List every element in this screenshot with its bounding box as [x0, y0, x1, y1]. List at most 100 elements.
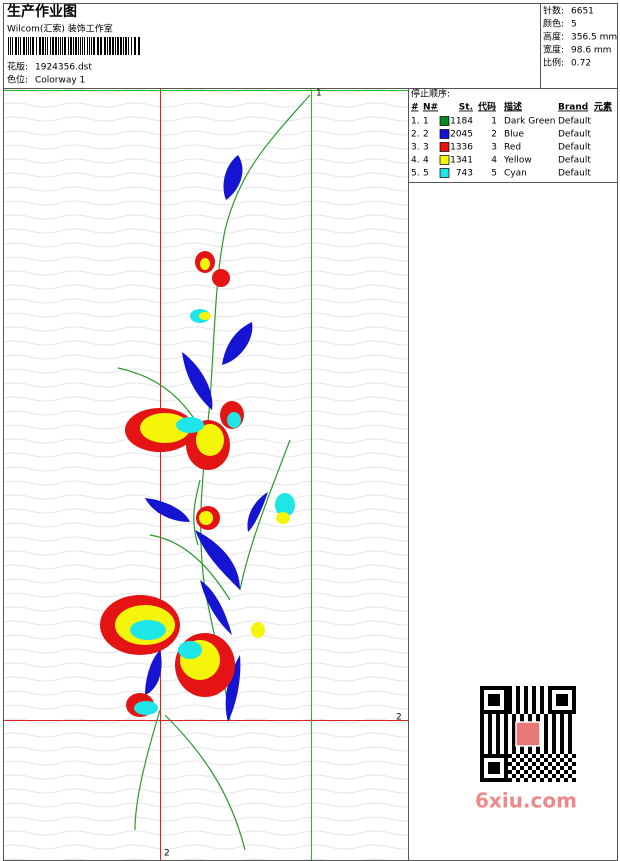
qr-cell: [548, 694, 552, 698]
qr-cell: [572, 778, 576, 782]
qr-cell: [524, 706, 528, 710]
qr-cell: [516, 754, 520, 758]
qr-cell: [488, 730, 492, 734]
qr-cell: [512, 726, 516, 730]
qr-cell: [560, 718, 564, 722]
guide-label: 2: [396, 713, 402, 723]
qr-cell: [552, 726, 556, 730]
qr-cell: [504, 778, 508, 782]
qr-cell: [528, 746, 532, 750]
qr-cell: [524, 698, 528, 702]
row-stitches: 1184: [450, 117, 473, 127]
qr-cell: [492, 754, 496, 758]
qr-cell: [560, 714, 564, 718]
qr-cell: [552, 742, 556, 746]
barcode-bar: [32, 37, 34, 55]
barcode-bar: [87, 37, 88, 55]
qr-cell: [512, 718, 516, 722]
qr-cell: [556, 754, 560, 758]
qr-cell: [520, 766, 524, 770]
qr-cell: [496, 730, 500, 734]
qr-cell: [556, 778, 560, 782]
qr-cell: [504, 706, 508, 710]
barcode-bar: [64, 37, 66, 55]
qr-cell: [504, 698, 508, 702]
qr-cell: [528, 758, 532, 762]
color-swatch: [439, 129, 450, 139]
qr-cell: [504, 738, 508, 742]
qr-cell: [528, 718, 532, 722]
qr-cell: [512, 750, 516, 754]
qr-cell: [560, 722, 564, 726]
qr-cell: [480, 706, 484, 710]
qr-cell: [536, 718, 540, 722]
stat-label: 颜色:: [543, 18, 564, 30]
barcode-bar: [131, 37, 132, 55]
color-swatch: [439, 116, 450, 126]
row-name: Blue: [504, 130, 524, 140]
qr-cell: [564, 686, 568, 690]
qr-cell: [552, 766, 556, 770]
barcode-bar: [15, 37, 17, 55]
qr-cell: [508, 694, 512, 698]
qr-cell: [504, 762, 508, 766]
qr-cell: [536, 746, 540, 750]
barcode-bar: [104, 37, 106, 55]
qr-cell: [508, 770, 512, 774]
barcode-bar: [62, 37, 63, 55]
qr-cell: [568, 758, 572, 762]
qr-cell: [488, 750, 492, 754]
qr-cell: [488, 746, 492, 750]
qr-cell: [500, 778, 504, 782]
barcode-bar: [20, 37, 21, 55]
barcode-bar: [30, 37, 31, 55]
design: 1924356.dst: [35, 63, 92, 73]
barcode-bar: [73, 37, 74, 55]
qr-cell: [504, 690, 508, 694]
qr-cell: [564, 778, 568, 782]
qr-cell: [484, 710, 488, 714]
qr-cell: [548, 770, 552, 774]
qr-cell: [552, 738, 556, 742]
barcode: [8, 37, 140, 55]
qr-cell: [520, 774, 524, 778]
qr-cell: [488, 698, 492, 702]
qr-cell: [480, 762, 484, 766]
qr-cell: [568, 766, 572, 770]
qr-cell: [560, 730, 564, 734]
qr-cell: [572, 706, 576, 710]
stat-value: 5: [571, 20, 577, 30]
qr-cell: [540, 698, 544, 702]
qr-cell: [544, 718, 548, 722]
qr-cell: [520, 718, 524, 722]
row-needle: 2: [423, 130, 429, 140]
qr-cell: [504, 718, 508, 722]
qr-cell: [480, 702, 484, 706]
qr-cell: [568, 710, 572, 714]
qr-cell: [512, 766, 516, 770]
qr-cell: [568, 722, 572, 726]
row-code: 1: [491, 117, 497, 127]
qr-cell: [564, 702, 568, 706]
qr-cell: [492, 702, 496, 706]
qr-cell: [560, 738, 564, 742]
title: 生产作业图: [7, 3, 77, 20]
qr-cell: [548, 754, 552, 758]
qr-cell: [572, 762, 576, 766]
table-header: 描述: [504, 101, 522, 113]
table-header: 代码: [477, 101, 496, 113]
qr-cell: [504, 754, 508, 758]
table-header: St.: [459, 103, 473, 113]
qr-cell: [492, 694, 496, 698]
row-index: 3.: [411, 143, 420, 153]
qr-cell: [496, 714, 500, 718]
qr-cell: [504, 750, 508, 754]
qr-cell: [480, 686, 484, 690]
table-header: 元素: [594, 101, 612, 113]
barcode-bar: [134, 37, 136, 55]
qr-cell: [492, 686, 496, 690]
qr-cell: [496, 778, 500, 782]
qr-cell: [504, 710, 508, 714]
qr-cell: [484, 754, 488, 758]
